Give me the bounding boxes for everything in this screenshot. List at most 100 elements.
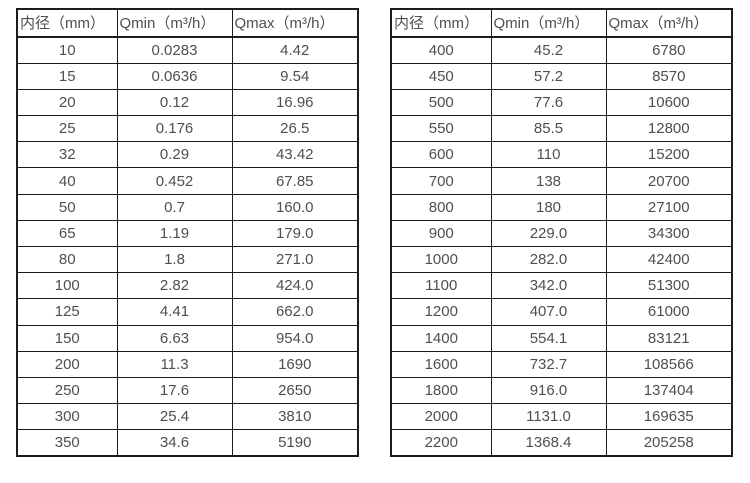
table-cell: 600 — [390, 141, 492, 169]
table-cell: 125 — [16, 298, 118, 326]
table-row: 450 57.2 8570 — [390, 62, 733, 90]
table-cell: 200 — [16, 350, 118, 378]
table-row: 10 0.0283 4.42 — [16, 36, 359, 64]
table-cell: 45.2 — [490, 36, 607, 64]
table-cell: 1368.4 — [490, 429, 607, 457]
table-cell: 1.19 — [116, 219, 233, 248]
table-cell: 2650 — [231, 376, 359, 405]
table-cell: 1800 — [390, 376, 492, 405]
table-cell: 25.4 — [116, 403, 233, 431]
table-cell: 40 — [16, 167, 118, 195]
table-cell: 108566 — [605, 350, 733, 378]
table-row: 32 0.29 43.42 — [16, 141, 359, 169]
table-row: 900 229.0 34300 — [390, 219, 733, 248]
table-row: 15 0.0636 9.54 — [16, 62, 359, 90]
table-cell: 282.0 — [490, 245, 607, 274]
table-cell: 900 — [390, 219, 492, 248]
table-cell: 916.0 — [490, 376, 607, 405]
table-cell: 160.0 — [231, 193, 359, 221]
table-cell: 954.0 — [231, 324, 359, 352]
table-cell: 10600 — [605, 88, 733, 117]
table-cell: 51300 — [605, 272, 733, 300]
table-cell: 2000 — [390, 403, 492, 431]
table-row: 25 0.176 26.5 — [16, 115, 359, 143]
table-cell: 1600 — [390, 350, 492, 378]
table-row: 500 77.6 10600 — [390, 88, 733, 117]
table-cell: 27100 — [605, 193, 733, 221]
table-cell: 0.29 — [116, 141, 233, 169]
table-row: 20 0.12 16.96 — [16, 88, 359, 117]
table-cell: 169635 — [605, 403, 733, 431]
table-cell: 20 — [16, 88, 118, 117]
table-cell: 424.0 — [231, 272, 359, 300]
table-cell: 11.3 — [116, 350, 233, 378]
table-cell: 342.0 — [490, 272, 607, 300]
table-cell: 1690 — [231, 350, 359, 378]
table-row: 1200 407.0 61000 — [390, 298, 733, 326]
table-row: 1400 554.1 83121 — [390, 324, 733, 352]
table-cell: 0.12 — [116, 88, 233, 117]
table-cell: 662.0 — [231, 298, 359, 326]
table-cell: 80 — [16, 245, 118, 274]
table-row: 700 138 20700 — [390, 167, 733, 195]
table-cell: 16.96 — [231, 88, 359, 117]
column-header: 内径（mm） — [390, 8, 492, 38]
table-cell: 67.85 — [231, 167, 359, 195]
table-cell: 4.42 — [231, 36, 359, 64]
table-cell: 0.176 — [116, 115, 233, 143]
table-cell: 554.1 — [490, 324, 607, 352]
table-row: 125 4.41 662.0 — [16, 298, 359, 326]
table-row: 1800 916.0 137404 — [390, 376, 733, 405]
table-cell: 1200 — [390, 298, 492, 326]
header-row: 内径（mm） Qmin（m³/h） Qmax（m³/h） — [390, 8, 733, 38]
table-cell: 9.54 — [231, 62, 359, 90]
table-cell: 229.0 — [490, 219, 607, 248]
table-cell: 34.6 — [116, 429, 233, 457]
table-cell: 20700 — [605, 167, 733, 195]
header-row: 内径（mm） Qmin（m³/h） Qmax（m³/h） — [16, 8, 359, 38]
table-row: 550 85.5 12800 — [390, 115, 733, 143]
table-cell: 110 — [490, 141, 607, 169]
table-row: 1000 282.0 42400 — [390, 245, 733, 274]
table-cell: 85.5 — [490, 115, 607, 143]
table-cell: 8570 — [605, 62, 733, 90]
table-cell: 0.0283 — [116, 36, 233, 64]
table-cell: 5190 — [231, 429, 359, 457]
table-cell: 61000 — [605, 298, 733, 326]
table-cell: 800 — [390, 193, 492, 221]
table-row: 100 2.82 424.0 — [16, 272, 359, 300]
table-cell: 3810 — [231, 403, 359, 431]
table-cell: 138 — [490, 167, 607, 195]
column-header: 内径（mm） — [16, 8, 118, 38]
table-row: 2200 1368.4 205258 — [390, 429, 733, 457]
table-cell: 17.6 — [116, 376, 233, 405]
table-cell: 150 — [16, 324, 118, 352]
table-cell: 77.6 — [490, 88, 607, 117]
table-cell: 1131.0 — [490, 403, 607, 431]
table-cell: 25 — [16, 115, 118, 143]
table-cell: 450 — [390, 62, 492, 90]
table-cell: 1400 — [390, 324, 492, 352]
table-cell: 1000 — [390, 245, 492, 274]
table-cell: 271.0 — [231, 245, 359, 274]
table-cell: 400 — [390, 36, 492, 64]
table-cell: 4.41 — [116, 298, 233, 326]
table-cell: 550 — [390, 115, 492, 143]
table-cell: 179.0 — [231, 219, 359, 248]
table-cell: 42400 — [605, 245, 733, 274]
table-row: 350 34.6 5190 — [16, 429, 359, 457]
table-row: 150 6.63 954.0 — [16, 324, 359, 352]
table-cell: 137404 — [605, 376, 733, 405]
table-cell: 6.63 — [116, 324, 233, 352]
table-cell: 732.7 — [490, 350, 607, 378]
table-cell: 350 — [16, 429, 118, 457]
table-cell: 12800 — [605, 115, 733, 143]
table-row: 1100 342.0 51300 — [390, 272, 733, 300]
table-row: 2000 1131.0 169635 — [390, 403, 733, 431]
table-row: 250 17.6 2650 — [16, 376, 359, 405]
table-cell: 1100 — [390, 272, 492, 300]
column-header: Qmax（m³/h） — [231, 8, 359, 38]
table-cell: 50 — [16, 193, 118, 221]
table-cell: 43.42 — [231, 141, 359, 169]
table-cell: 15 — [16, 62, 118, 90]
